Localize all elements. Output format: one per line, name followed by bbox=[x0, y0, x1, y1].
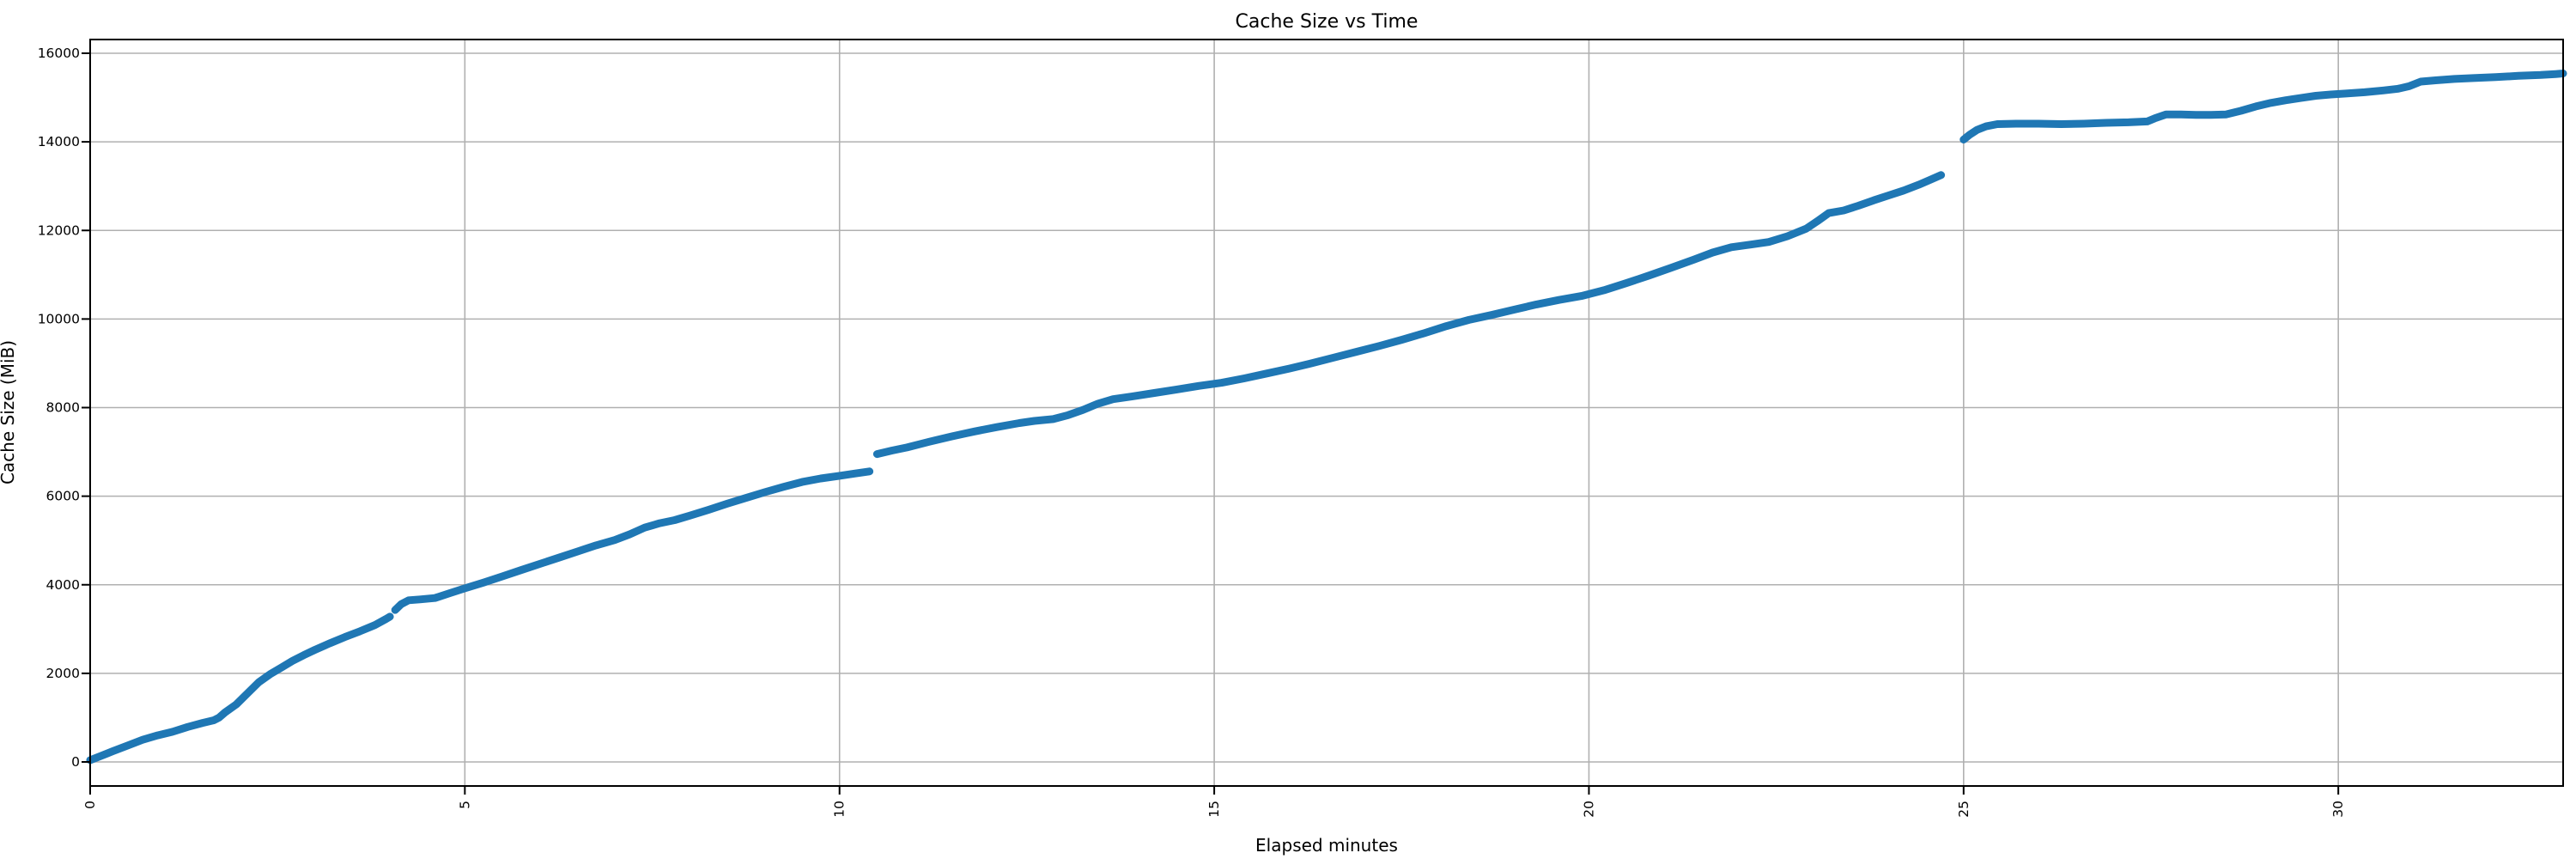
y-tick-label: 16000 bbox=[38, 46, 80, 61]
cache-size-line bbox=[86, 70, 2567, 765]
grid-layer bbox=[89, 40, 2563, 786]
x-axis-label: Elapsed minutes bbox=[1255, 835, 1398, 856]
y-tick-label: 12000 bbox=[38, 222, 80, 238]
cache-size-line-segment-2 bbox=[391, 467, 874, 614]
chart-title: Cache Size vs Time bbox=[1236, 11, 1419, 33]
cache-size-line-segment-1 bbox=[86, 612, 394, 765]
y-tick-label: 4000 bbox=[46, 577, 80, 593]
y-tick-label: 10000 bbox=[38, 311, 80, 326]
x-tick-label: 30 bbox=[2330, 801, 2346, 818]
plot-area bbox=[89, 39, 2564, 787]
y-tick-label: 8000 bbox=[46, 400, 80, 416]
y-tick-label: 6000 bbox=[46, 489, 80, 504]
tick-layer: 0 2000 4000 6000 8000 10000 12000 14000 16000 0 5 1… bbox=[38, 46, 2346, 818]
y-tick-label: 0 bbox=[71, 754, 80, 770]
cache-size-line-segment-3 bbox=[872, 171, 1946, 459]
x-tick-label: 10 bbox=[832, 801, 848, 818]
y-tick-label: 2000 bbox=[46, 666, 80, 681]
x-tick-label: 5 bbox=[457, 801, 472, 809]
cache-size-line-segment-4 bbox=[1959, 70, 2567, 143]
x-tick-label: 25 bbox=[1956, 801, 1971, 818]
y-tick-label: 14000 bbox=[38, 134, 80, 149]
x-tick-label: 20 bbox=[1581, 801, 1596, 818]
x-tick-label: 0 bbox=[82, 801, 98, 809]
y-axis-label: Cache Size (MiB) bbox=[0, 340, 18, 484]
x-tick-label: 15 bbox=[1206, 801, 1222, 818]
